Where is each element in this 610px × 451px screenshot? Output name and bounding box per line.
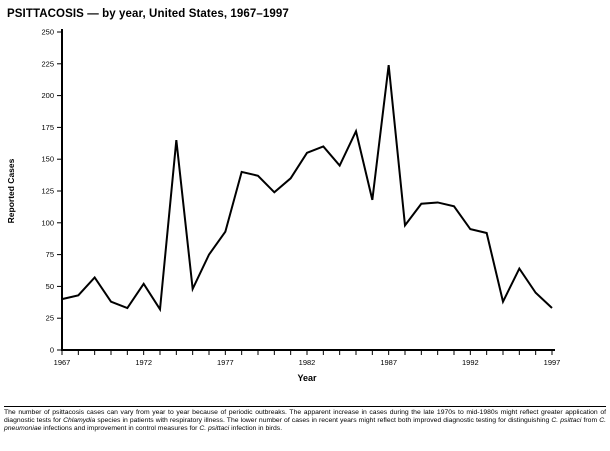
page-title: PSITTACOSIS — by year, United States, 19…: [7, 8, 289, 20]
footnote: The number of psittacosis cases can vary…: [4, 406, 606, 433]
y-tick-label: 75: [46, 250, 54, 259]
y-tick-label: 100: [41, 218, 54, 227]
y-tick-label: 25: [46, 314, 54, 323]
x-tick-label: 1982: [299, 358, 316, 367]
x-axis-label: Year: [297, 373, 317, 383]
y-tick-label: 125: [41, 187, 54, 196]
x-tick-label: 1987: [380, 358, 397, 367]
footnote-species-name: Chlamydia: [63, 417, 96, 425]
footnote-segment: The number of psittacosis cases can vary…: [4, 409, 606, 425]
y-tick-label: 225: [41, 59, 54, 68]
footnote-segment: species in patients with respiratory ill…: [95, 417, 552, 425]
y-axis-label: Reported Cases: [6, 158, 16, 223]
y-tick-label: 50: [46, 282, 54, 291]
psittacosis-line-chart: Reported Cases Year 0 25 50 75 100 125 150 175 2…: [6, 28, 561, 384]
data-line: [61, 64, 553, 313]
footnote-species-name: C. psittaci: [199, 425, 230, 433]
footnote-species-name: C. pneumoniae: [4, 417, 607, 433]
y-tick-label: 250: [41, 28, 54, 37]
x-tick-label: 1997: [544, 358, 561, 367]
x-tick-label: 1977: [217, 358, 234, 367]
footnote-segment: from: [581, 417, 600, 425]
footnote-segment: infection in birds.: [229, 425, 283, 433]
y-tick-label: 0: [50, 346, 54, 355]
y-tick-label: 175: [41, 123, 54, 132]
y-tick-label: 150: [41, 155, 54, 164]
footnote-segment: infections and improvement in control me…: [41, 425, 200, 433]
x-tick-label: 1972: [135, 358, 152, 367]
y-tick-label: 200: [41, 91, 54, 100]
x-tick-label: 1967: [54, 358, 71, 367]
x-tick-label: 1992: [462, 358, 479, 367]
footnote-species-name: C. psittaci: [551, 417, 582, 425]
